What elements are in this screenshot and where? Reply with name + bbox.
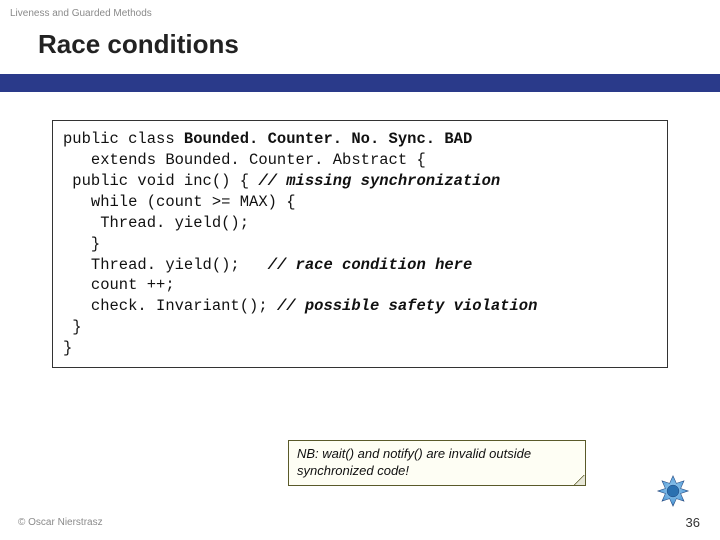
page-number: 36	[686, 515, 700, 530]
code-line: Thread. yield();	[63, 214, 249, 232]
code-comment: // possible safety violation	[277, 297, 537, 315]
breadcrumb: Liveness and Guarded Methods	[0, 0, 720, 23]
code-classname: Bounded. Counter. No. Sync. BAD	[184, 130, 472, 148]
star-icon	[656, 474, 690, 508]
code-line: }	[63, 235, 100, 253]
code-comment: // race condition here	[268, 256, 473, 274]
code-line: public void inc() {	[63, 172, 258, 190]
code-line: public class	[63, 130, 184, 148]
code-line: count ++;	[63, 276, 175, 294]
code-line: check. Invariant();	[63, 297, 277, 315]
code-line: Thread. yield();	[63, 256, 268, 274]
note-callout: NB: wait() and notify() are invalid outs…	[288, 440, 586, 486]
code-line: }	[63, 339, 72, 357]
code-line: while (count >= MAX) {	[63, 193, 296, 211]
code-line: }	[63, 318, 82, 336]
title-bar	[0, 74, 720, 92]
note-fold-icon	[573, 475, 585, 485]
code-line: extends Bounded. Counter. Abstract {	[63, 151, 426, 169]
code-block: public class Bounded. Counter. No. Sync.…	[52, 120, 668, 368]
page-title: Race conditions	[0, 23, 720, 74]
note-text: NB: wait() and notify() are invalid outs…	[297, 446, 531, 478]
footer-text: © Oscar Nierstrasz	[18, 517, 103, 528]
code-comment: // missing synchronization	[258, 172, 500, 190]
